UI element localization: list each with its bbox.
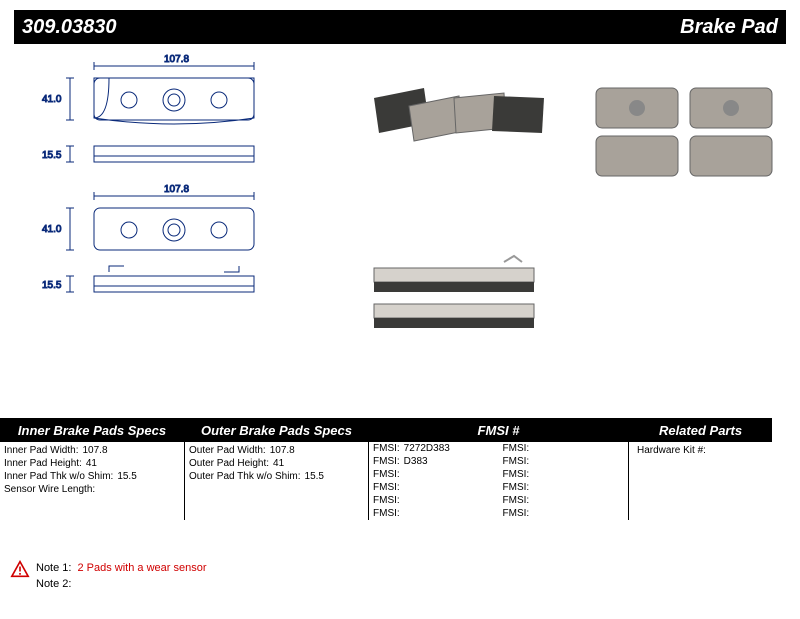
page-title: Brake Pad (680, 16, 778, 39)
fmsi-row: FMSI: 7272D383 (369, 442, 499, 455)
notes-section: Note 1: 2 Pads with a wear sensor Note 2… (10, 560, 206, 592)
note-2: Note 2: (36, 576, 206, 592)
spec-row: Inner Pad Width: 107.8 (4, 444, 180, 457)
dim-outer-thk: 15.5 (42, 280, 62, 291)
dim-inner-width: 107.8 (164, 54, 189, 65)
fmsi-row: FMSI: (499, 507, 629, 520)
fmsi-label: FMSI: (503, 482, 530, 493)
spec-label: Outer Pad Width: (189, 445, 266, 456)
content-area: 107.8 41.0 15.5 107.8 41 (14, 48, 786, 418)
fmsi-row: FMSI: (499, 481, 629, 494)
spec-label: Hardware Kit #: (637, 445, 706, 456)
spec-label: Inner Pad Thk w/o Shim: (4, 471, 113, 482)
fmsi-row: FMSI: (499, 455, 629, 468)
col-outer-specs: Outer Brake Pads Specs Outer Pad Width: 1… (184, 419, 368, 520)
note-1-label: Note 1: (36, 560, 71, 576)
fmsi-header: FMSI # (369, 419, 628, 442)
fmsi-label: FMSI: (373, 508, 400, 519)
photo-row-bottom (354, 238, 794, 358)
product-photos (354, 68, 794, 408)
part-number: 309.03830 (22, 16, 117, 39)
fmsi-right: FMSI: FMSI: FMSI: FMSI: FMSI: FMSI: (499, 442, 629, 520)
fmsi-value: D383 (404, 456, 428, 467)
spec-row: Hardware Kit #: (633, 444, 768, 457)
spec-value: 107.8 (270, 445, 295, 456)
photo-pad-edges (354, 238, 554, 358)
note-1: Note 1: 2 Pads with a wear sensor (36, 560, 206, 576)
diagram-svg: 107.8 41.0 15.5 107.8 41 (14, 48, 294, 408)
note-2-label: Note 2: (36, 576, 71, 592)
spec-value: 41 (86, 458, 97, 469)
col-inner-specs: Inner Brake Pads Specs Inner Pad Width: 1… (0, 419, 184, 520)
inner-specs-body: Inner Pad Width: 107.8 Inner Pad Height: 4… (0, 442, 184, 498)
spec-row: Inner Pad Height: 41 (4, 457, 180, 470)
spec-value: 107.8 (82, 445, 107, 456)
related-header: Related Parts (629, 419, 772, 442)
related-body: Hardware Kit #: (629, 442, 772, 459)
fmsi-label: FMSI: (503, 508, 530, 519)
fmsi-label: FMSI: (373, 495, 400, 506)
fmsi-left: FMSI: 7272D383 FMSI: D383 FMSI: FMSI: FMSI… (369, 442, 499, 520)
specs-section: Inner Brake Pads Specs Inner Pad Width: 1… (0, 418, 772, 520)
photo-pad-set-angled (354, 68, 554, 188)
photo-row-top (354, 68, 794, 188)
spec-value: 15.5 (117, 471, 136, 482)
spec-label: Outer Pad Height: (189, 458, 269, 469)
fmsi-label: FMSI: (503, 456, 530, 467)
spec-row: Outer Pad Thk w/o Shim: 15.5 (189, 470, 364, 483)
fmsi-label: FMSI: (373, 456, 400, 467)
fmsi-label: FMSI: (503, 495, 530, 506)
fmsi-label: FMSI: (503, 469, 530, 480)
outer-specs-header: Outer Brake Pads Specs (185, 419, 368, 442)
spec-value: 15.5 (305, 471, 324, 482)
dim-inner-height: 41.0 (42, 94, 62, 105)
spec-value: 41 (273, 458, 284, 469)
spec-row: Inner Pad Thk w/o Shim: 15.5 (4, 470, 180, 483)
fmsi-row: FMSI: (369, 494, 499, 507)
fmsi-row: FMSI: (369, 507, 499, 520)
spec-row: Outer Pad Width: 107.8 (189, 444, 364, 457)
fmsi-row: FMSI: (499, 442, 629, 455)
fmsi-body: FMSI: 7272D383 FMSI: D383 FMSI: FMSI: FMSI… (369, 442, 628, 520)
note-lines: Note 1: 2 Pads with a wear sensor Note 2… (36, 560, 206, 592)
spec-label: Sensor Wire Length: (4, 484, 95, 495)
spec-label: Inner Pad Height: (4, 458, 82, 469)
fmsi-label: FMSI: (503, 443, 530, 454)
technical-diagram: 107.8 41.0 15.5 107.8 41 (14, 48, 294, 413)
fmsi-row: FMSI: (369, 481, 499, 494)
note-1-text: 2 Pads with a wear sensor (77, 560, 206, 576)
fmsi-row: FMSI: (499, 494, 629, 507)
fmsi-row: FMSI: D383 (369, 455, 499, 468)
fmsi-label: FMSI: (373, 482, 400, 493)
spec-row: Sensor Wire Length: (4, 483, 180, 496)
warning-icon (10, 560, 30, 578)
fmsi-row: FMSI: (499, 468, 629, 481)
outer-specs-body: Outer Pad Width: 107.8 Outer Pad Height: 4… (185, 442, 368, 485)
spec-row: Outer Pad Height: 41 (189, 457, 364, 470)
dim-inner-thk: 15.5 (42, 150, 62, 161)
specs-table: Inner Brake Pads Specs Inner Pad Width: 1… (0, 418, 772, 520)
col-related: Related Parts Hardware Kit #: (628, 419, 772, 520)
col-fmsi: FMSI # FMSI: 7272D383 FMSI: D383 FMSI: FMS… (368, 419, 628, 520)
dim-outer-height: 41.0 (42, 224, 62, 235)
fmsi-label: FMSI: (373, 469, 400, 480)
spec-label: Inner Pad Width: (4, 445, 78, 456)
photo-pad-set-front (584, 68, 784, 188)
fmsi-label: FMSI: (373, 443, 400, 454)
fmsi-value: 7272D383 (404, 443, 450, 454)
fmsi-row: FMSI: (369, 468, 499, 481)
dim-outer-width: 107.8 (164, 184, 189, 195)
spec-label: Outer Pad Thk w/o Shim: (189, 471, 301, 482)
header-bar: 309.03830 Brake Pad (14, 10, 786, 44)
inner-specs-header: Inner Brake Pads Specs (0, 419, 184, 442)
